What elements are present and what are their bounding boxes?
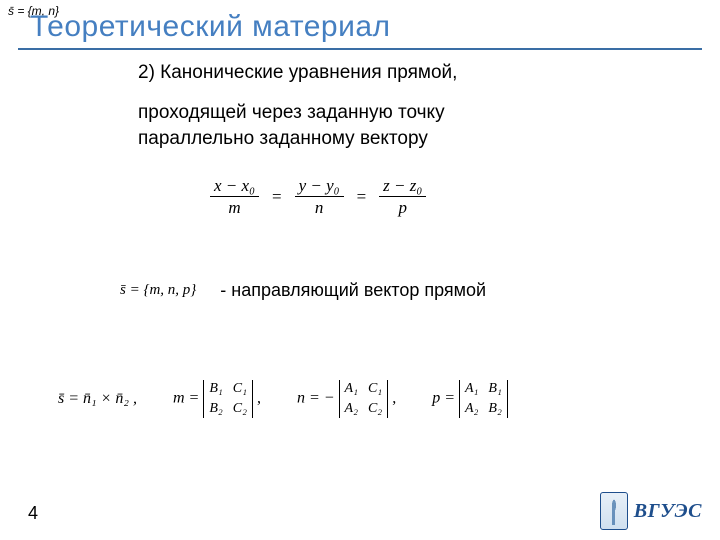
- logo-text: ВГУЭС: [634, 500, 702, 523]
- determinant-p: A₁ B₁ A₂ B₂: [459, 380, 508, 418]
- comma: ,: [392, 390, 396, 407]
- det-cell: A₁: [465, 381, 478, 397]
- det-cell: A₂: [465, 401, 478, 417]
- det-body: A₁ C₁ A₂ C₂: [340, 380, 388, 418]
- det-row: A₁ C₁: [345, 381, 383, 397]
- p-determinant-group: p = A₁ B₁ A₂ B₂: [432, 380, 508, 418]
- det-cell: C₁: [233, 381, 247, 397]
- direction-vector-row: s̄ = {m, n, p} - направляющий вектор пря…: [120, 280, 486, 301]
- m-lhs: m =: [173, 390, 199, 407]
- subheading-description: проходящей через заданную точку параллел…: [138, 100, 445, 151]
- sub-line-1: проходящей через заданную точку: [138, 102, 445, 123]
- fraction-z: z − z₀ p: [379, 175, 426, 219]
- frac-den: m: [224, 197, 244, 218]
- frac-den: p: [394, 197, 411, 218]
- det-cell: B₂: [209, 401, 222, 417]
- frac-num: z − z₀: [379, 175, 426, 196]
- det-body: B₁ C₁ B₂ C₂: [204, 380, 252, 418]
- heading-canonical: 2) Канонические уравнения прямой,: [138, 62, 457, 84]
- university-logo: ВГУЭС: [600, 492, 702, 530]
- det-bar-right: [507, 380, 508, 418]
- fraction-x: x − x₀ m: [210, 175, 259, 219]
- det-cell: C₂: [233, 401, 247, 417]
- equals-sign: =: [269, 187, 285, 207]
- fraction-y: y − y₀ n: [295, 175, 344, 219]
- n-determinant-group: n = − A₁ C₁ A₂ C₂ ,: [297, 380, 396, 418]
- canonical-equation: x − x₀ m = y − y₀ n = z − z₀ p: [210, 175, 426, 219]
- p-lhs: p =: [432, 390, 455, 407]
- det-cell: B₁: [488, 381, 501, 397]
- det-bar-right: [387, 380, 388, 418]
- page-title: Теоретический материал: [30, 10, 391, 44]
- frac-num: x − x₀: [210, 175, 259, 196]
- s-equals-cross: s̄ = n̄₁ × n̄₂ ,: [58, 390, 137, 408]
- s-vector-definition: s̄ = {m, n, p}: [120, 282, 196, 299]
- direction-vector-label: - направляющий вектор прямой: [220, 280, 486, 301]
- title-underline: [18, 48, 702, 50]
- sub-line-2: параллельно заданному вектору: [138, 128, 428, 149]
- det-row: A₁ B₁: [465, 381, 502, 397]
- det-cell: C₁: [368, 381, 382, 397]
- det-cell: A₂: [345, 401, 358, 417]
- det-body: A₁ B₁ A₂ B₂: [460, 380, 507, 418]
- det-row: A₂ C₂: [345, 401, 383, 417]
- det-cell: C₂: [368, 401, 382, 417]
- det-row: B₁ C₁: [209, 381, 247, 397]
- frac-den: n: [311, 197, 328, 218]
- determinant-n: A₁ C₁ A₂ C₂: [339, 380, 389, 418]
- m-determinant-group: m = B₁ C₁ B₂ C₂ ,: [173, 380, 261, 418]
- determinant-m: B₁ C₁ B₂ C₂: [203, 380, 253, 418]
- slide: s̄ = {m, n} Теоретический материал 2) Ка…: [0, 0, 720, 540]
- logo-badge-icon: [600, 492, 628, 530]
- frac-num: y − y₀: [295, 175, 344, 196]
- det-cell: B₁: [209, 381, 222, 397]
- comma: ,: [257, 390, 261, 407]
- cross-product-row: s̄ = n̄₁ × n̄₂ , m = B₁ C₁ B₂ C₂ ,: [58, 380, 508, 418]
- det-row: B₂ C₂: [209, 401, 247, 417]
- det-row: A₂ B₂: [465, 401, 502, 417]
- page-number: 4: [28, 503, 38, 524]
- det-cell: A₁: [345, 381, 358, 397]
- det-cell: B₂: [488, 401, 501, 417]
- det-bar-right: [252, 380, 253, 418]
- n-lhs: n = −: [297, 390, 335, 407]
- equals-sign: =: [354, 187, 370, 207]
